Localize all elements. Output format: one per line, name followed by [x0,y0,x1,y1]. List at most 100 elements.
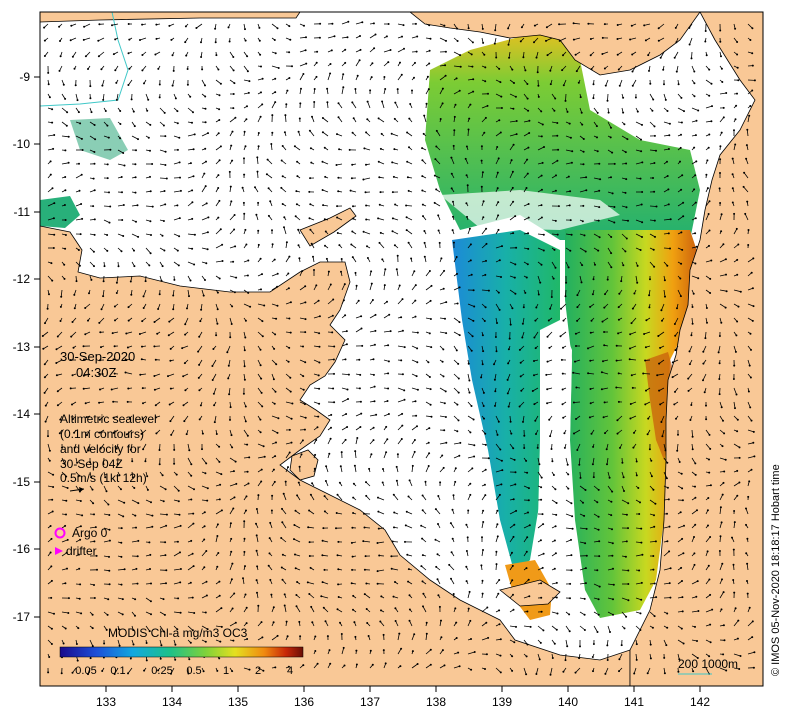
velocity-arrow [689,37,693,45]
velocity-arrow-head [213,404,216,407]
velocity-arrow-head [358,358,361,361]
velocity-arrow-head [512,200,515,203]
velocity-arrow-head [379,191,382,194]
velocity-arrow-head [273,480,276,483]
velocity-arrow-head [406,160,409,163]
velocity-arrow [61,135,69,138]
velocity-arrow-head [603,306,606,309]
velocity-arrow-head [379,231,382,234]
velocity-arrow-head [228,393,231,396]
velocity-arrow-head [455,637,458,639]
velocity-arrow [159,177,167,179]
velocity-arrow [212,373,217,381]
velocity-arrow-head [248,80,251,83]
velocity-arrow [579,527,587,530]
velocity-arrow [103,205,111,207]
velocity-arrow-head [652,98,655,101]
velocity-arrow-head [554,219,557,222]
velocity-arrow [47,202,55,207]
velocity-arrow-head [378,203,381,206]
velocity-arrow [565,457,569,465]
velocity-arrow-head [487,289,490,292]
velocity-arrow-head [396,254,399,257]
velocity-arrow-head [519,40,522,43]
velocity-arrow-head [527,232,530,235]
velocity-arrow-head [169,387,172,390]
velocity-arrow-head [667,203,670,206]
velocity-arrow-head [709,593,712,596]
velocity-arrow-head [52,247,55,249]
velocity-arrow-head [324,480,327,482]
velocity-arrow [579,247,586,252]
velocity-arrow-head [120,527,123,530]
velocity-arrow-head [719,40,722,43]
velocity-arrow-head [205,594,208,597]
velocity-arrow [355,437,358,445]
velocity-arrow-head [294,553,296,556]
velocity-arrow-head [106,124,109,127]
velocity-arrow-head [189,641,192,644]
velocity-arrow-head [351,526,354,529]
velocity-arrow-head [482,350,485,353]
velocity-arrow [271,415,279,419]
velocity-arrow-head [136,582,139,585]
velocity-arrow-head [407,568,410,571]
velocity-arrow-head [618,84,621,87]
velocity-arrow-head [456,430,459,433]
velocity-arrow-head [164,164,167,166]
velocity-arrow-head [384,88,387,90]
velocity-arrow-head [100,308,103,311]
velocity-arrow [341,283,346,291]
velocity-arrow [271,286,278,291]
velocity-arrow-head [394,101,397,104]
velocity-arrow-head [531,390,534,392]
velocity-arrow [579,275,582,283]
velocity-arrow [467,443,475,446]
velocity-arrow-head [271,114,274,117]
velocity-arrow-head [513,458,516,461]
velocity-arrow [495,443,501,450]
velocity-arrow-head [541,566,544,569]
velocity-arrow-head [62,642,65,645]
velocity-arrow-head [739,290,742,293]
velocity-arrow-head [389,49,392,51]
velocity-arrow-head [163,190,166,192]
velocity-arrow-head [562,54,564,57]
velocity-arrow-head [500,276,502,278]
velocity-arrow [168,331,175,336]
velocity-arrow-head [73,431,76,434]
velocity-arrow-head [745,552,748,555]
velocity-arrow-head [445,332,448,335]
velocity-arrow-head [580,281,583,284]
velocity-arrow-head [176,110,179,113]
velocity-arrow-head [158,463,161,466]
velocity-arrow-head [408,117,411,120]
velocity-arrow [98,51,105,57]
velocity-arrow-head [169,359,172,362]
velocity-arrow-head [170,38,173,41]
velocity-arrow [396,269,399,277]
velocity-arrow-head [545,373,548,376]
velocity-arrow-head [43,363,46,366]
chl-cloud-streak [440,190,620,230]
velocity-arrow [271,635,278,641]
velocity-arrow-head [639,177,642,180]
colorbar-label: 0.5 [186,665,201,677]
velocity-arrow-head [606,463,608,466]
velocity-arrow-head [191,629,194,632]
velocity-arrow-head [219,82,222,85]
velocity-arrow-head [677,670,680,673]
velocity-arrow-head [276,634,279,637]
velocity-arrow-head [635,474,638,477]
velocity-arrow [579,567,587,571]
velocity-arrow-head [444,64,447,67]
velocity-arrow-head [283,216,286,219]
velocity-arrow-head [660,421,663,423]
velocity-arrow-head [678,658,681,661]
velocity-arrow [705,443,711,450]
velocity-arrow [565,639,568,647]
velocity-arrow-head [245,606,248,609]
velocity-arrow-head [71,55,74,58]
velocity-arrow-head [554,266,557,269]
velocity-arrow-head [466,536,469,539]
